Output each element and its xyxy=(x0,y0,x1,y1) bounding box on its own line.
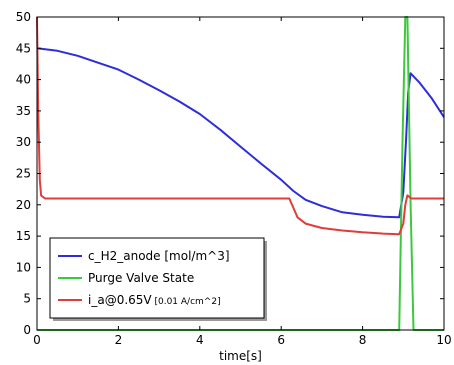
x-tick-label: 6 xyxy=(277,333,285,347)
x-axis-label: time[s] xyxy=(219,349,262,363)
series-line-3 xyxy=(36,16,444,236)
legend-box xyxy=(49,237,265,319)
y-tick-label: 25 xyxy=(16,167,31,181)
legend-label-unit: [0.01 A/cm^2] xyxy=(152,297,221,307)
legend-label-2: Purge Valve State xyxy=(88,271,194,285)
legend: c_H2_anode [mol/m^3] Purge Valve State i_a… xyxy=(49,237,267,321)
y-tick-label: 35 xyxy=(16,104,31,118)
y-tick-label: 15 xyxy=(16,229,31,243)
y-tick-label: 20 xyxy=(16,198,31,212)
y-axis-ticks: 0 5 10 15 20 25 30 35 40 45 50 xyxy=(16,10,444,337)
y-tick-label: 10 xyxy=(16,260,31,274)
x-tick-label: 2 xyxy=(115,333,123,347)
x-tick-label: 8 xyxy=(359,333,367,347)
x-tick-label: 10 xyxy=(436,333,451,347)
y-tick-label: 45 xyxy=(16,41,31,55)
x-tick-label: 0 xyxy=(33,333,41,347)
legend-label-1: c_H2_anode [mol/m^3] xyxy=(88,249,230,263)
y-tick-label: 5 xyxy=(23,292,31,306)
y-tick-label: 0 xyxy=(23,323,31,337)
series-line-1 xyxy=(36,47,445,219)
legend-label-3: i_a@0.65V [0.01 A/cm^2] xyxy=(88,293,221,307)
legend-items: c_H2_anode [mol/m^3] Purge Valve State i_a… xyxy=(58,249,230,307)
y-tick-label: 50 xyxy=(16,10,31,24)
x-tick-label: 4 xyxy=(196,333,204,347)
y-tick-label: 30 xyxy=(16,135,31,149)
x-axis-ticks: 0 2 4 6 8 10 xyxy=(33,17,452,347)
legend-label-text: Purge Valve State xyxy=(88,271,194,285)
legend-label-text: i_a@0.65V xyxy=(88,293,152,307)
legend-label-text: c_H2_anode [mol/m^3] xyxy=(88,249,230,263)
y-tick-label: 40 xyxy=(16,73,31,87)
